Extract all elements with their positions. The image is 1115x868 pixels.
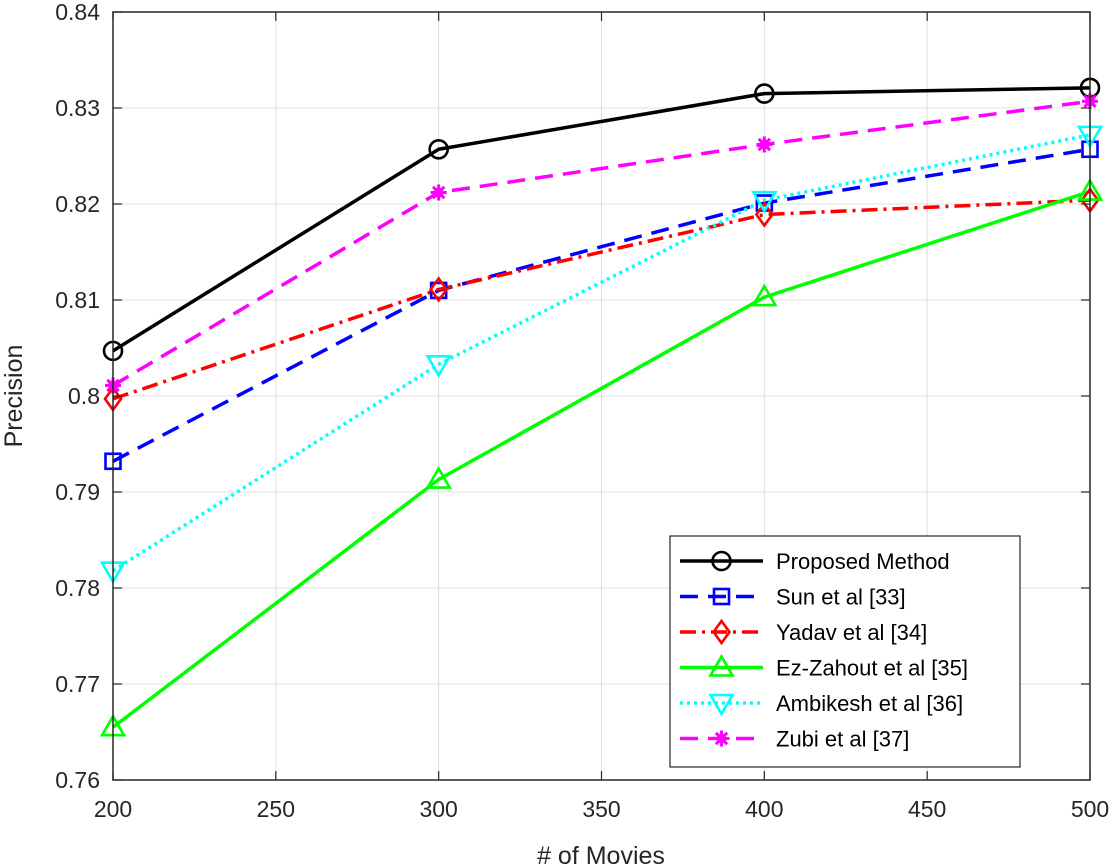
legend-label-1: Sun et al [33] — [776, 585, 906, 610]
legend-label-3: Ez-Zahout et al [35] — [776, 656, 968, 681]
series-line-5 — [112, 99, 1091, 387]
legend-marker-5 — [713, 730, 730, 747]
data-point-5-2 — [756, 136, 773, 153]
legend-marker-3 — [708, 653, 735, 677]
x-tick-label: 200 — [94, 796, 132, 822]
y-axis-label: Precision — [0, 345, 28, 448]
x-tick-label: 400 — [745, 796, 783, 822]
y-tick-label: 0.77 — [55, 671, 100, 697]
axis-ticks — [112, 11, 1091, 781]
x-tick-label: 250 — [257, 796, 295, 822]
legend: Proposed Method Sun et al [33] Yadav et al… — [669, 535, 1021, 768]
series-line-1 — [112, 147, 1091, 463]
series-line-3 — [111, 189, 1091, 729]
legend-label-2: Yadav et al [34] — [776, 620, 927, 645]
legend-label-4: Ambikesh et al [36] — [776, 691, 963, 716]
data-point-0-1 — [428, 138, 449, 160]
y-tick-label: 0.8 — [68, 383, 100, 409]
legend-marker-1 — [712, 587, 731, 606]
x-tick-label: 350 — [582, 796, 620, 822]
legend-marker-2 — [711, 618, 732, 646]
y-tick-label: 0.83 — [55, 95, 100, 121]
legend-marker-0 — [711, 550, 732, 572]
series-line-4 — [112, 133, 1091, 573]
legend-marker-4 — [708, 693, 735, 717]
series-lines — [111, 86, 1091, 729]
x-tick-label: 500 — [1071, 796, 1109, 822]
y-tick-label: 0.81 — [55, 287, 100, 313]
y-tick-label: 0.79 — [55, 479, 100, 505]
y-tick-label: 0.84 — [55, 0, 100, 25]
y-tick-label: 0.78 — [55, 575, 100, 601]
data-point-2-2 — [754, 201, 774, 228]
y-tick-label: 0.76 — [55, 767, 100, 793]
data-point-4-1 — [425, 355, 452, 378]
x-tick-label: 300 — [419, 796, 457, 822]
y-tick-label: 0.82 — [55, 191, 100, 217]
tick-labels: 200 250 300 350 400 450 500 0.76 0.77 0.78 0.79 0.8… — [55, 0, 1109, 822]
legend-box — [669, 535, 1021, 768]
series-line-2 — [112, 198, 1091, 401]
data-point-3-1 — [425, 465, 452, 489]
legend-label-5: Zubi et al [37] — [776, 727, 909, 752]
x-axis-label: # of Movies — [537, 842, 665, 868]
data-point-5-1 — [430, 184, 447, 201]
data-point-3-2 — [751, 283, 778, 307]
data-point-2-1 — [429, 276, 449, 303]
series-line-0 — [112, 86, 1091, 353]
legend-label-0: Proposed Method — [776, 549, 950, 574]
data-point-0-2 — [754, 83, 775, 104]
x-tick-label: 450 — [908, 796, 946, 822]
data-point-4-2 — [751, 190, 778, 214]
